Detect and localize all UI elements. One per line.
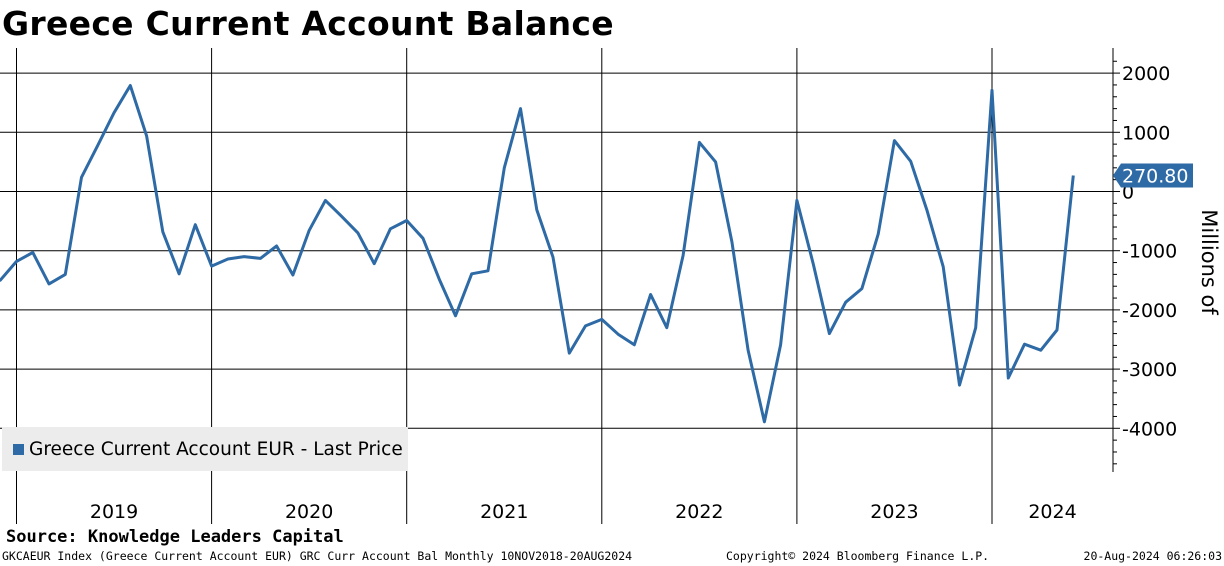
y-tick-label: 1000 — [1122, 122, 1170, 144]
chart-title: Greece Current Account Balance — [2, 4, 614, 43]
x-year-labels: 2019 2020 2021 2022 2023 2024 — [90, 501, 1077, 523]
series-line — [0, 84, 1075, 424]
last-value-marker: 270.80 — [1113, 163, 1193, 188]
legend-label: Greece Current Account EUR - Last Price — [29, 438, 403, 460]
horizontal-gridlines — [0, 72, 1113, 429]
year-label: 2024 — [1028, 501, 1076, 523]
y-tick-label: -4000 — [1122, 418, 1177, 440]
y-tick-label: 2000 — [1122, 63, 1170, 85]
y-axis — [1112, 48, 1120, 472]
footer-series-info: GKCAEUR Index (Greece Current Account EU… — [2, 549, 633, 563]
last-value-tag — [1113, 163, 1193, 188]
source-note: Source: Knowledge Leaders Capital — [6, 527, 344, 547]
legend: Greece Current Account EUR - Last Price — [2, 427, 408, 471]
legend-swatch — [13, 443, 24, 455]
y-tick-label: -3000 — [1122, 359, 1177, 381]
y-tick-label: -1000 — [1122, 241, 1177, 263]
footer-copyright: Copyright© 2024 Bloomberg Finance L.P. — [726, 549, 990, 563]
year-label: 2020 — [285, 501, 333, 523]
last-value-label: 270.80 — [1122, 165, 1188, 187]
year-label: 2022 — [675, 501, 723, 523]
y-axis-label: Millions of — [1197, 209, 1221, 315]
series-layer — [0, 84, 1075, 424]
y-tick-label: -2000 — [1122, 300, 1177, 322]
year-label: 2021 — [480, 501, 528, 523]
footer-timestamp: 20-Aug-2024 06:26:03 — [1083, 549, 1222, 563]
year-label: 2023 — [870, 501, 918, 523]
year-label: 2019 — [90, 501, 138, 523]
